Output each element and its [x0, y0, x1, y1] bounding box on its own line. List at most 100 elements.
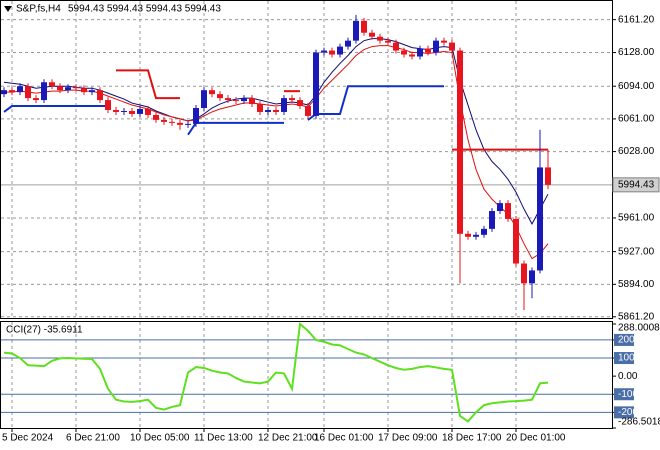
- y-tick-label: -100: [618, 389, 638, 400]
- y-tick-label: 5927.00: [618, 246, 655, 257]
- candle-body: [185, 123, 191, 125]
- cci-line: [3, 322, 549, 423]
- candle-body: [537, 167, 543, 271]
- ohlc-text: 5994.43 5994.43 5994.43 5994.43: [68, 4, 221, 15]
- candle-body: [113, 109, 119, 112]
- candle-body: [377, 36, 383, 41]
- x-tick-label: 17 Dec 09:00: [378, 433, 438, 444]
- panel-frame: [0, 321, 613, 429]
- candle-body: [177, 122, 183, 125]
- candle-body: [529, 270, 535, 284]
- candle-body: [9, 90, 15, 93]
- y-tick-label: 5894.00: [618, 279, 655, 290]
- candle-body: [153, 114, 159, 120]
- y-tick-label: 6161.20: [618, 14, 655, 25]
- candle-body: [257, 104, 263, 112]
- indicator-line: [187, 121, 284, 136]
- candle-body: [17, 86, 23, 93]
- last-price-label: 5994.43: [618, 179, 655, 190]
- candle-body: [81, 88, 87, 93]
- candle-body: [89, 90, 95, 93]
- candle-body: [97, 90, 103, 101]
- candle-body: [481, 228, 487, 235]
- level-box: [614, 352, 634, 365]
- x-tick-label: 10 Dec 05:00: [130, 433, 190, 444]
- candle-body: [361, 20, 367, 33]
- candle-body: [169, 121, 175, 123]
- candle-body: [321, 50, 327, 53]
- candle-body: [273, 109, 279, 112]
- x-tick-label: 5 Dec 2024: [2, 433, 54, 444]
- candle-body: [345, 40, 351, 47]
- candle-body: [33, 98, 39, 101]
- level-box: [614, 388, 634, 401]
- candle-body: [305, 106, 311, 116]
- x-tick-label: 6 Dec 21:00: [66, 433, 120, 444]
- level-box: [614, 406, 634, 419]
- candle-body: [137, 108, 143, 114]
- candle-body: [281, 98, 287, 112]
- candle-body: [241, 98, 247, 102]
- candle-body: [145, 108, 151, 115]
- candle-body: [73, 87, 79, 89]
- candle-body: [161, 119, 167, 122]
- menu-arrow: [4, 6, 12, 12]
- candle-body: [297, 100, 303, 107]
- candle-body: [489, 211, 495, 229]
- candle-body: [369, 32, 375, 37]
- level-box: [614, 333, 634, 346]
- candle-body: [1, 90, 7, 95]
- y-tick-label: 0.00: [618, 371, 638, 382]
- chart-title: S&P,fs,H4: [16, 4, 61, 15]
- indicator-line: [307, 85, 444, 121]
- candle-body: [441, 40, 447, 43]
- candle-body: [289, 98, 295, 101]
- candle-body: [473, 234, 479, 237]
- candle-body: [433, 40, 439, 53]
- x-tick-label: 12 Dec 21:00: [258, 433, 318, 444]
- candle-body: [401, 50, 407, 55]
- candle-body: [393, 42, 399, 51]
- indicator-line: [116, 69, 180, 100]
- candle-body: [313, 52, 319, 116]
- candle-body: [41, 82, 47, 101]
- y-tick-label: 5861.20: [618, 311, 655, 322]
- candle-body: [545, 167, 551, 185]
- candle-body: [417, 48, 423, 57]
- x-tick-label: 18 Dec 17:00: [442, 433, 502, 444]
- candle-body: [457, 50, 463, 234]
- candle-body: [209, 90, 215, 95]
- y-tick-label: 6061.00: [618, 114, 655, 125]
- y-tick-label: 5961.00: [618, 213, 655, 224]
- candle-body: [409, 54, 415, 57]
- candle-body: [49, 82, 55, 87]
- y-tick-label: 200: [618, 335, 635, 346]
- x-tick-label: 16 Dec 01:00: [314, 433, 374, 444]
- candle-body: [505, 203, 511, 219]
- candle-body: [105, 100, 111, 110]
- candle-body: [249, 98, 255, 105]
- candle-body: [265, 109, 271, 112]
- candle-body: [129, 110, 135, 114]
- candle-body: [65, 87, 71, 91]
- candle-body: [233, 100, 239, 102]
- candle-body: [449, 42, 455, 51]
- candle-body: [337, 46, 343, 55]
- candle-body: [217, 94, 223, 99]
- candle-body: [121, 110, 127, 112]
- panel-frame: [0, 0, 613, 319]
- candle-body: [497, 203, 503, 212]
- y-tick-label: 288.0008: [618, 323, 660, 334]
- y-tick-label: 100: [618, 353, 635, 364]
- y-tick-label: -286.5018: [618, 417, 660, 428]
- y-tick-label: 6094.00: [618, 81, 655, 92]
- y-tick-label: -200: [618, 407, 638, 418]
- indicator-line: [3, 105, 108, 113]
- candle-body: [329, 50, 335, 55]
- y-tick-label: 6128.00: [618, 47, 655, 58]
- y-tick-label: 6028.00: [618, 146, 655, 157]
- candle-body: [25, 86, 31, 99]
- x-tick-label: 11 Dec 13:00: [194, 433, 253, 444]
